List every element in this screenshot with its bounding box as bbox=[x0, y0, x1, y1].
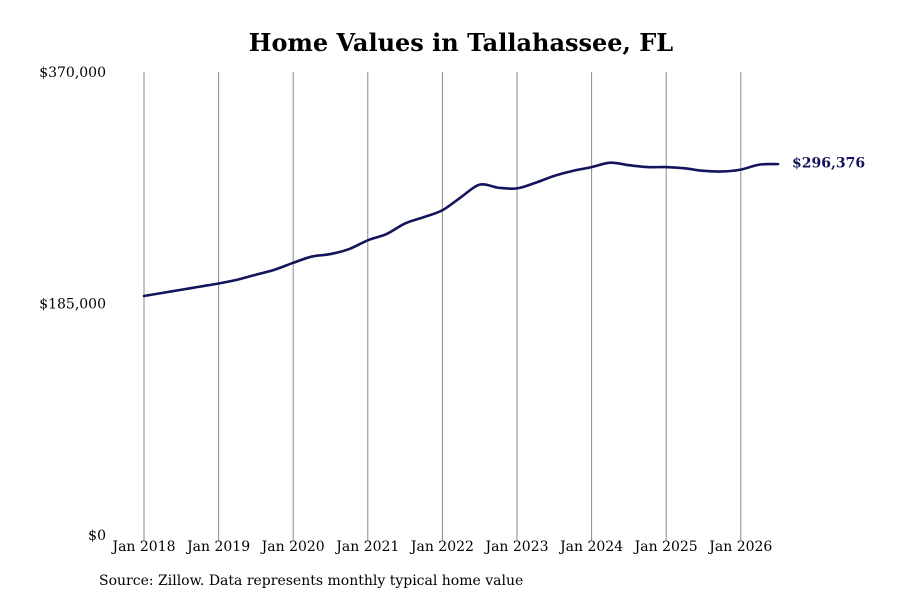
chart-title: Home Values in Tallahassee, FL bbox=[248, 28, 674, 57]
end-value-label: $296,376 bbox=[792, 156, 865, 172]
x-tick-label: Jan 2025 bbox=[633, 539, 698, 555]
x-tick-label: Jan 2021 bbox=[334, 539, 399, 555]
grid-lines bbox=[143, 72, 742, 541]
series-layer bbox=[142, 161, 780, 298]
x-tick-label: Jan 2018 bbox=[110, 539, 175, 555]
series-line bbox=[142, 161, 780, 298]
y-tick-label: $0 bbox=[88, 528, 106, 544]
y-tick-label: $185,000 bbox=[39, 297, 106, 313]
x-tick-label: Jan 2020 bbox=[260, 539, 325, 555]
x-tick-label: Jan 2019 bbox=[185, 539, 250, 555]
x-tick-label: Jan 2023 bbox=[483, 539, 548, 555]
x-tick-label: Jan 2026 bbox=[707, 539, 772, 555]
x-axis-ticks: Jan 2018 Jan 2019 Jan 2020 Jan 2021 Jan 2022… bbox=[110, 539, 772, 555]
y-axis-ticks: $0 $185,000 $370,000 bbox=[39, 65, 106, 544]
x-tick-label: Jan 2022 bbox=[409, 539, 474, 555]
source-note: Source: Zillow. Data represents monthly … bbox=[99, 573, 524, 589]
x-tick-label: Jan 2024 bbox=[558, 539, 623, 555]
y-tick-label: $370,000 bbox=[39, 65, 106, 81]
end-label-layer: $296,376 bbox=[792, 156, 865, 172]
